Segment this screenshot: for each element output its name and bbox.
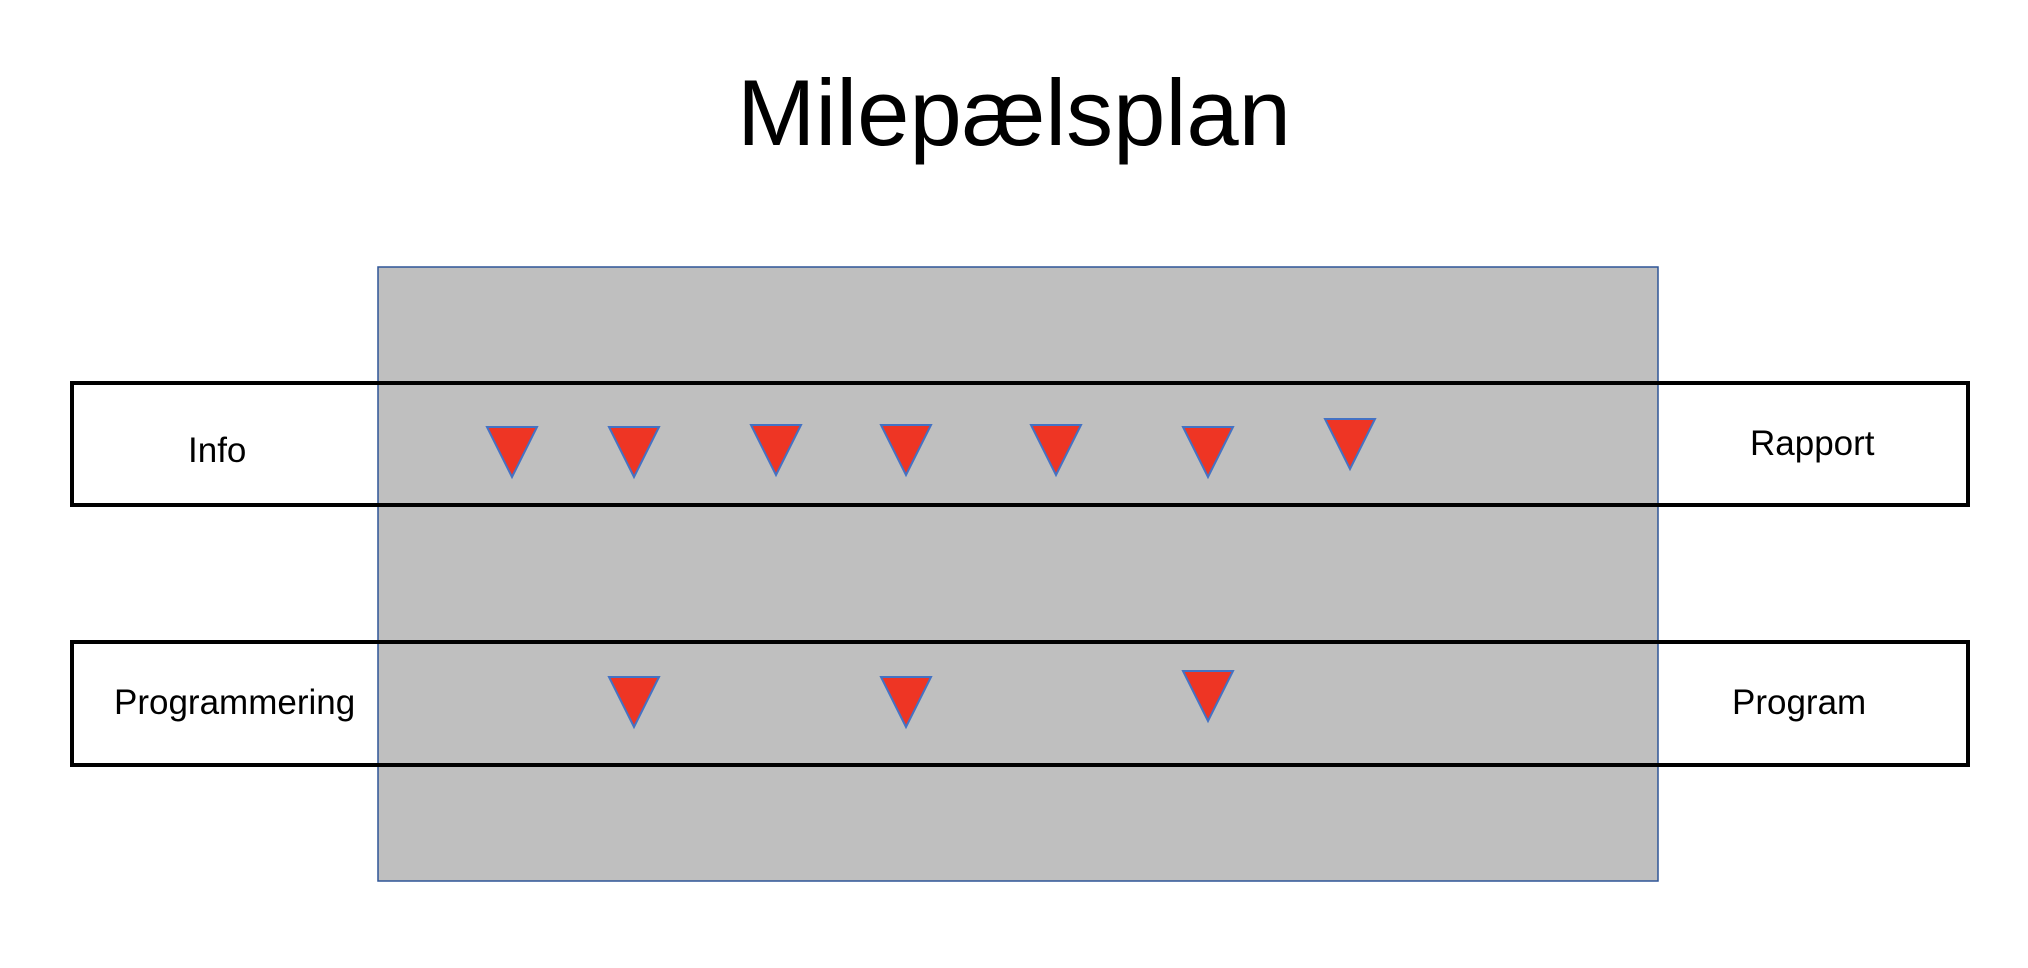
milestone-icon [749, 424, 803, 478]
milestone-icon [607, 426, 661, 480]
milestone-icon [607, 676, 661, 730]
milestone-icon [1323, 418, 1377, 472]
milestone-icon [879, 424, 933, 478]
lane-box-info [70, 381, 1970, 507]
page-title: Milepælsplan [737, 60, 1291, 165]
period-area [377, 266, 1659, 882]
lane-info: Info Rapport [70, 381, 1970, 507]
milestone-icon [1181, 426, 1235, 480]
milestone-icon [879, 676, 933, 730]
lane-input-label-info: Info [188, 431, 246, 470]
milestone-icon [485, 426, 539, 480]
lane-programmering: Programmering Program [70, 640, 1970, 767]
milestone-icon [1029, 424, 1083, 478]
lane-output-label-rapport: Rapport [1750, 424, 1875, 463]
lane-input-label-programmering: Programmering [114, 683, 355, 722]
lane-output-label-program: Program [1732, 683, 1866, 722]
milestone-icon [1181, 670, 1235, 724]
lane-box-programmering [70, 640, 1970, 767]
